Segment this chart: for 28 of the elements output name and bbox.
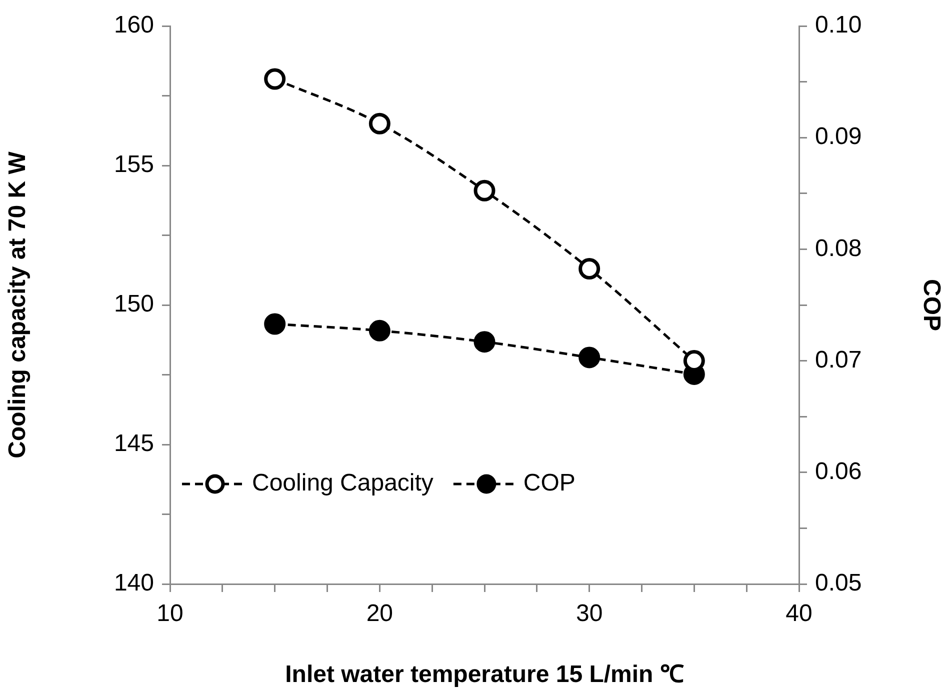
y-tick-label: 140 [114, 570, 154, 597]
y2-tick-label: 0.05 [815, 570, 862, 597]
y-tick-label: 150 [114, 290, 154, 318]
y-tick-label: 155 [114, 151, 154, 178]
y-axis-title: Cooling capacity at 70 K W [4, 151, 32, 458]
y2-tick-label: 0.10 [815, 12, 862, 39]
point [264, 68, 286, 90]
y-tick-label: 160 [114, 12, 154, 39]
x-tick-label: 30 [576, 600, 603, 628]
point [474, 180, 496, 202]
x-tick-label: 10 [156, 600, 184, 628]
legend-label: Cooling Capacity [252, 470, 434, 497]
y2-tick-label: 0.08 [815, 234, 862, 262]
point [578, 346, 600, 368]
y2-tick-label: 0.06 [815, 458, 862, 486]
x-axis-title: Inlet water temperature 15 L/min ℃ [285, 661, 684, 688]
y2-axis-title: COP [918, 278, 945, 332]
legend-label: COP [523, 470, 576, 497]
point [264, 313, 286, 335]
x-tick-label: 20 [366, 600, 394, 628]
point [368, 320, 390, 342]
x-tick-label: 40 [786, 600, 812, 628]
y2-tick-label: 0.09 [815, 123, 862, 150]
y2-tick-label: 0.07 [815, 346, 862, 374]
y-tick-label: 145 [114, 430, 154, 458]
point [368, 112, 390, 134]
point [474, 331, 496, 353]
point [578, 258, 600, 280]
